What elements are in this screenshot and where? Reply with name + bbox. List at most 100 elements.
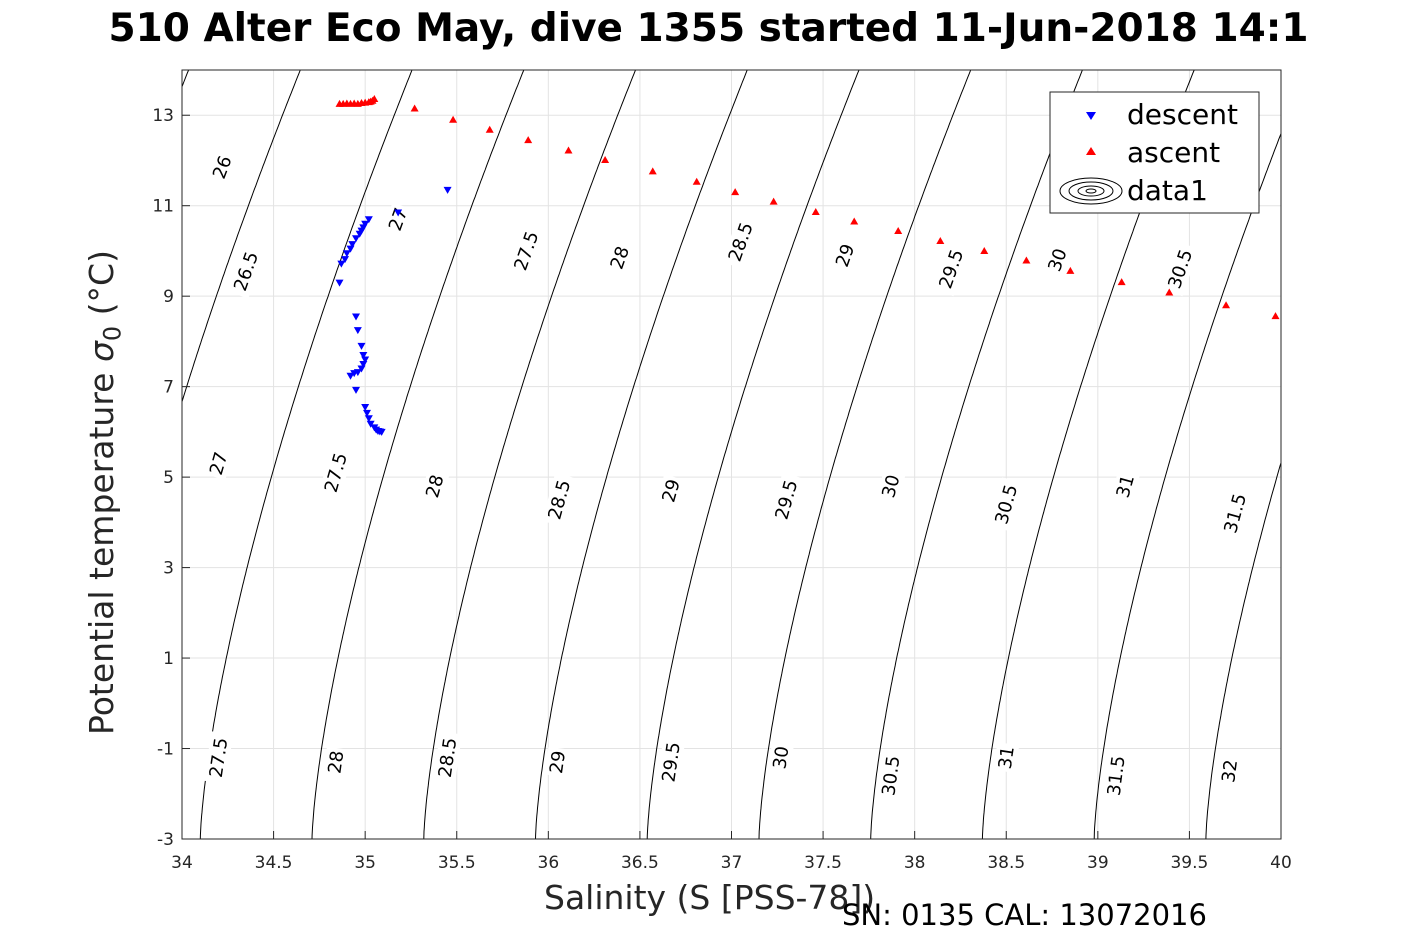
contour-label: 30 [768,742,794,774]
ascent-point [980,246,989,254]
x-tick-label: 37.5 [804,853,842,873]
y-tick-label: -1 [157,740,174,760]
descent-series [335,186,452,436]
contour-line [311,70,525,839]
ascent-point [1222,301,1231,309]
y-tick-label: 13 [152,106,174,126]
contour-label-backing [876,749,906,802]
contour-label: 28 [323,746,349,778]
descent-point [364,216,373,224]
contour-label-backing [204,446,234,481]
descent-point [394,209,403,217]
contour-label-backing [207,150,238,185]
ascent-series [335,94,1280,320]
contour-label: 31 [993,742,1020,774]
contour-line [1205,461,1281,839]
descent-point [337,260,346,268]
contour-label: 29.5 [656,735,686,789]
descent-point [357,365,366,373]
contour-label-backing [420,469,450,503]
contour-line [199,70,413,839]
contour-line [182,70,301,404]
contour-label-text: 31 [995,745,1019,771]
contour-label-backing [1042,243,1073,277]
y-tick-label: 5 [163,468,174,488]
x-tick-label: 36.5 [621,853,659,873]
contour-label-backing [323,746,349,778]
contour-label-text: 30 [769,745,793,771]
descent-point [361,404,370,412]
ascent-point [1066,266,1075,274]
ascent-point [769,197,778,205]
contour-label-backing [721,214,760,270]
descent-point [352,386,361,394]
serial-calibration-note: SN: 0135 CAL: 13072016 [842,898,1207,932]
ascent-point [811,208,820,216]
descent-point [346,245,355,253]
descent-point [346,372,355,380]
contour-label-text: 28 [324,749,348,775]
chart-title: 510 Alter Eco May, dive 1355 started 11-… [108,6,1309,51]
contour-label-backing [433,731,463,784]
descent-point [359,351,368,359]
ascent-point [370,94,379,102]
contour-label-backing [989,477,1024,532]
x-tick-label: 35 [354,853,376,873]
y-tick-label: 3 [163,559,174,579]
x-tick-label: 40 [1270,853,1292,873]
contour-label-backing [382,202,414,237]
x-tick-label: 34 [171,853,193,873]
ascent-point [692,177,701,185]
contour-line [0,70,77,839]
contour-label-backing [1102,749,1131,802]
y-axis-label-text: Potential temperature [82,372,121,735]
contour-label-backing [768,742,794,774]
descent-point [335,279,344,287]
contour-label-backing [604,240,635,275]
descent-point [350,370,359,378]
y-tick-label: 11 [152,197,174,217]
ascent-point [1165,288,1174,296]
contour-line [758,70,972,839]
contour-label-backing [507,223,546,279]
contour-label-backing [1216,755,1243,787]
contour-label-backing [830,238,861,273]
legend-descent-label: descent [1127,98,1238,131]
contour-line [646,70,860,839]
x-tick-label: 38.5 [987,853,1025,873]
x-tick-label: 39 [1087,853,1109,873]
contour-label: 28 [420,469,450,503]
y-tick-label: -3 [157,830,174,850]
ascent-point [1022,256,1031,264]
descent-point [352,313,361,321]
y-axis-label-unit: (°C) [82,250,121,326]
contour-label-backing [204,731,234,784]
legend-ascent-label: ascent [1127,136,1220,169]
descent-point [348,241,357,249]
descent-point [361,356,370,364]
y-axis-label-symbol: σ [82,341,121,363]
y-tick-label: 9 [163,287,174,307]
contour-label-backing [656,474,686,508]
legend-data1-label: data1 [1127,174,1208,207]
contour-label-backing [542,472,577,527]
contour-label-backing [544,746,571,778]
contour-label-text: 31.5 [1104,755,1130,797]
descent-point [342,250,351,258]
contour-label-backing [993,742,1020,774]
y-axis-label: Potential temperature σ0 (°C) [82,250,127,735]
y-tick-label: 7 [163,378,174,398]
ascent-point [449,115,458,123]
legend-box [1049,91,1260,214]
ascent-point [1117,278,1126,286]
contour-label-text: 32 [1218,758,1242,783]
legend-contour-icon [1059,177,1123,205]
contour-line [423,70,636,839]
x-axis-label: Salinity (S [PSS-78]) [544,878,876,917]
density-contours [0,70,1281,839]
ascent-point [648,167,657,175]
x-tick-label: 34.5 [255,853,293,873]
x-tick-label: 36 [538,853,560,873]
contour-label-backing [1161,241,1199,297]
